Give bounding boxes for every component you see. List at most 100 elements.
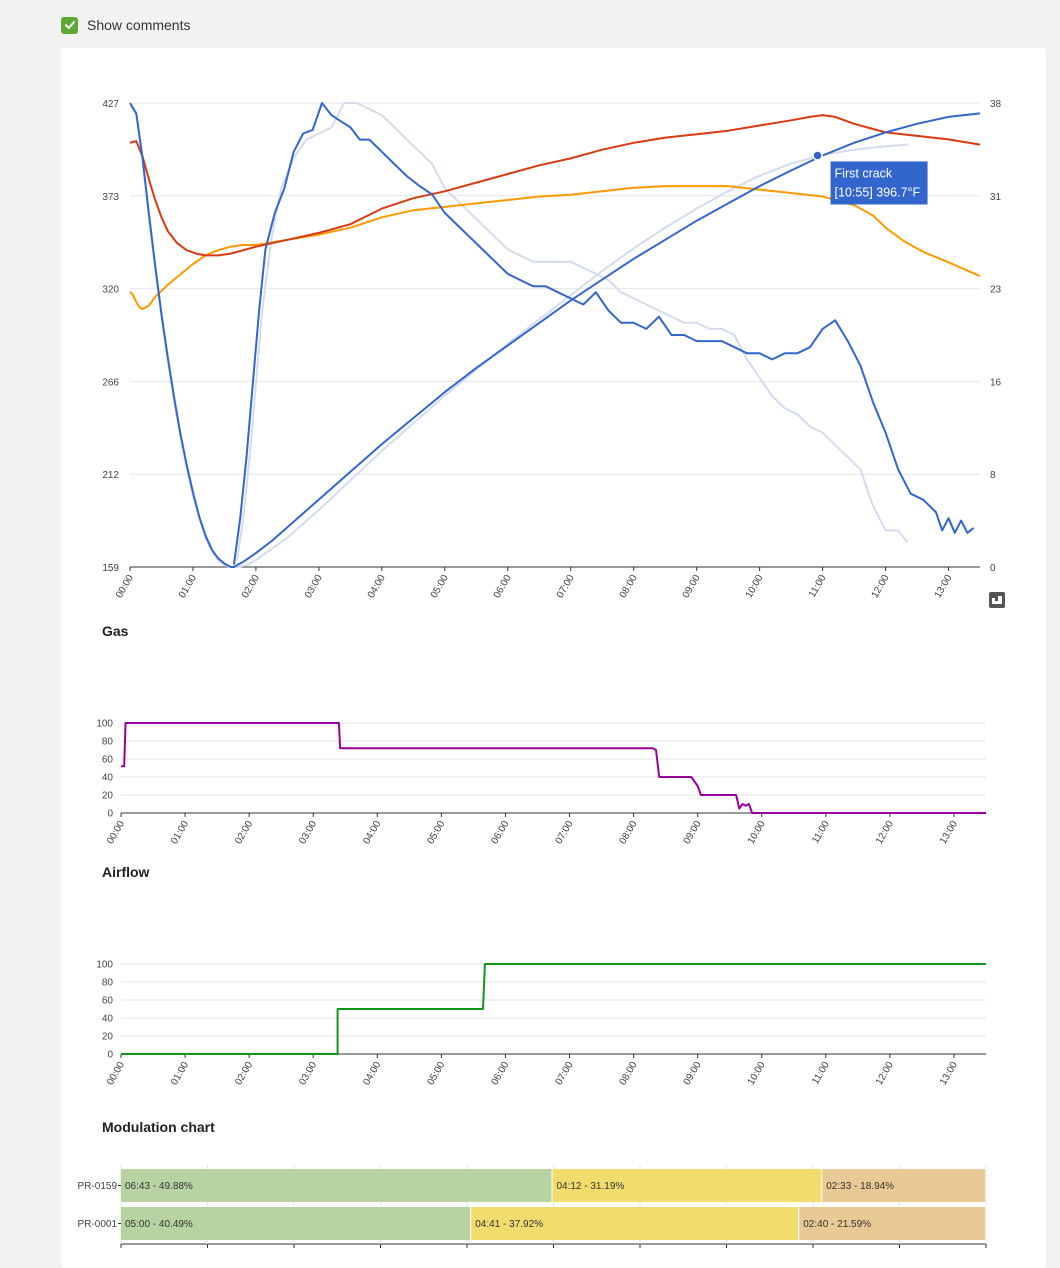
y-right-tick-label: 38 xyxy=(990,99,1002,110)
y-tick-label: 20 xyxy=(102,791,114,802)
x-tick-label: 09:00 xyxy=(681,573,703,601)
y-right-tick-label: 8 xyxy=(990,470,996,481)
x-tick-label: 03:00 xyxy=(297,1060,319,1088)
airflow-line xyxy=(121,963,986,1055)
exhaust-temp-line xyxy=(129,114,981,257)
x-tick-label: 12:00 xyxy=(874,819,896,847)
y-left-tick-label: 373 xyxy=(102,192,119,203)
x-tick-label: 02:00 xyxy=(240,573,262,601)
y-right-tick-label: 0 xyxy=(990,563,996,574)
x-tick-label: 05:00 xyxy=(429,573,451,601)
x-tick-label: 07:00 xyxy=(554,819,576,847)
x-tick-label: 13:00 xyxy=(933,573,955,601)
charts-card xyxy=(61,48,1046,1268)
row-label: PR-0001 xyxy=(78,1219,118,1230)
modulation-chart: PR-0159 06:43 - 49.88% 04:12 - 31.19% 02:33… xyxy=(78,1165,987,1248)
x-tick-label: 06:00 xyxy=(489,819,511,847)
x-tick-label: 07:00 xyxy=(555,573,577,601)
y-tick-label: 40 xyxy=(102,773,114,784)
first-crack-tooltip xyxy=(830,161,928,205)
x-tick-label: 04:00 xyxy=(361,819,383,847)
y-tick-label: 60 xyxy=(102,755,114,766)
x-tick-label: 00:00 xyxy=(105,819,127,847)
show-comments-toggle[interactable]: Show comments xyxy=(61,15,190,35)
roast-chart: 159 212 266 320 373 427 0 8 16 23 31 38 00:00 01:00 02… xyxy=(102,99,1001,600)
bar-segment xyxy=(121,1169,552,1202)
x-tick-label: 05:00 xyxy=(425,819,447,847)
first-crack-point xyxy=(812,150,823,161)
show-comments-checkbox[interactable] xyxy=(61,16,78,34)
chart-export-icon[interactable] xyxy=(989,592,1005,608)
bar-segment-label: 04:12 - 31.19% xyxy=(556,1181,624,1192)
bar-segment-label: 06:43 - 49.88% xyxy=(125,1181,193,1192)
y-left-tick-label: 212 xyxy=(102,470,119,481)
airflow-title: Airflow xyxy=(102,864,150,880)
x-tick-label: 11:00 xyxy=(807,573,829,600)
gas-chart: 0 20 40 60 80 100 00:00 01:00 02:00 03:00 04:00 05:… xyxy=(96,719,986,847)
y-tick-label: 0 xyxy=(107,809,113,820)
x-tick-label: 09:00 xyxy=(682,819,704,847)
y-tick-label: 40 xyxy=(102,1014,114,1025)
airflow-chart: 0 20 40 60 80 100 00:00 01:00 02:00 03:00 04:00 05:… xyxy=(96,960,986,1088)
bar-segment xyxy=(822,1169,986,1202)
bar-segment xyxy=(552,1169,822,1202)
y-left-tick-label: 159 xyxy=(102,563,119,574)
first-crack-detail: [10:55] 396.7°F xyxy=(835,185,921,199)
x-tick-label: 04:00 xyxy=(366,573,388,601)
x-tick-label: 02:00 xyxy=(233,1060,255,1088)
x-tick-label: 05:00 xyxy=(425,1060,447,1088)
bar-segment-label: 02:33 - 18.94% xyxy=(826,1181,894,1192)
x-tick-label: 08:00 xyxy=(618,573,640,601)
bar-segment-label: 05:00 - 40.49% xyxy=(125,1219,193,1230)
x-tick-label: 08:00 xyxy=(618,819,640,847)
y-left-tick-label: 320 xyxy=(102,285,119,296)
x-tick-label: 11:00 xyxy=(810,1060,832,1087)
x-tick-label: 10:00 xyxy=(744,573,766,601)
x-tick-label: 13:00 xyxy=(938,819,960,847)
show-comments-label: Show comments xyxy=(87,17,191,33)
x-tick-label: 02:00 xyxy=(233,819,255,847)
y-tick-label: 0 xyxy=(107,1050,113,1061)
y-tick-label: 20 xyxy=(102,1032,114,1043)
x-tick-label: 01:00 xyxy=(169,1060,191,1088)
x-tick-label: 10:00 xyxy=(746,1060,768,1088)
bar-segment-label: 04:41 - 37.92% xyxy=(475,1219,543,1230)
first-crack-label: First crack xyxy=(835,166,893,180)
row-label: PR-0159 xyxy=(78,1181,118,1192)
x-tick-label: 12:00 xyxy=(870,573,892,601)
x-tick-label: 10:00 xyxy=(746,819,768,847)
x-tick-label: 09:00 xyxy=(682,1060,704,1088)
y-right-tick-label: 16 xyxy=(990,377,1002,388)
ror-line xyxy=(232,102,975,565)
x-tick-label: 01:00 xyxy=(169,819,191,847)
ror-ref-line xyxy=(236,102,909,562)
y-tick-label: 100 xyxy=(96,719,113,730)
x-tick-label: 08:00 xyxy=(618,1060,640,1088)
bean-temp-ref-line xyxy=(129,104,908,568)
bar-segment xyxy=(471,1207,799,1240)
y-tick-label: 60 xyxy=(102,996,114,1007)
bar-segment-label: 02:40 - 21.59% xyxy=(803,1219,871,1230)
x-tick-label: 13:00 xyxy=(938,1060,960,1088)
y-left-tick-label: 427 xyxy=(102,99,119,110)
x-tick-label: 04:00 xyxy=(361,1060,383,1088)
x-tick-label: 00:00 xyxy=(114,573,136,601)
x-tick-label: 06:00 xyxy=(489,1060,511,1088)
x-tick-label: 12:00 xyxy=(874,1060,896,1088)
x-tick-label: 07:00 xyxy=(554,1060,576,1088)
check-icon xyxy=(64,21,75,29)
x-tick-label: 01:00 xyxy=(177,573,199,601)
bar-segment xyxy=(799,1207,985,1240)
y-right-tick-label: 23 xyxy=(990,285,1002,296)
x-tick-label: 00:00 xyxy=(105,1060,127,1088)
y-tick-label: 100 xyxy=(96,960,113,971)
x-tick-label: 03:00 xyxy=(297,819,319,847)
gas-line xyxy=(121,722,986,814)
y-tick-label: 80 xyxy=(102,978,114,989)
gas-title: Gas xyxy=(102,623,129,639)
bean-temp-line xyxy=(129,102,981,568)
bar-segment xyxy=(121,1207,471,1240)
x-tick-label: 03:00 xyxy=(303,573,325,601)
y-left-tick-label: 266 xyxy=(102,377,119,388)
